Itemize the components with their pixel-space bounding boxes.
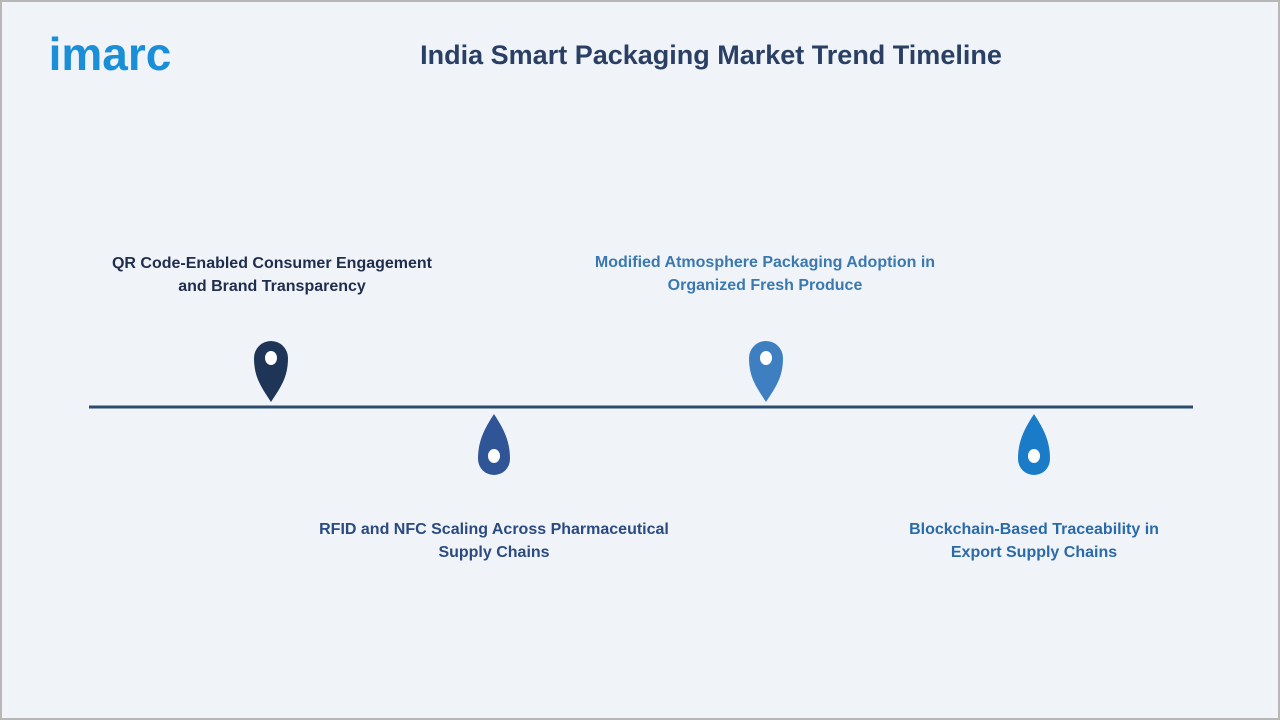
item-label: Modified Atmosphere Packaging Adoption i… bbox=[595, 254, 935, 271]
timeline-item: Blockchain-Based Traceability in Export … bbox=[909, 414, 1159, 561]
pin-hole bbox=[265, 351, 277, 365]
item-label: Supply Chains bbox=[438, 544, 549, 561]
item-label: RFID and NFC Scaling Across Pharmaceutic… bbox=[319, 521, 669, 538]
item-label: Export Supply Chains bbox=[951, 544, 1117, 561]
title: India Smart Packaging Market Trend Timel… bbox=[420, 40, 1002, 70]
item-label: Blockchain-Based Traceability in bbox=[909, 521, 1159, 538]
pin bbox=[254, 341, 288, 402]
pin-hole bbox=[488, 449, 500, 463]
pin bbox=[478, 414, 510, 475]
item-label: QR Code-Enabled Consumer Engagement bbox=[112, 255, 433, 272]
pin-hole bbox=[1028, 449, 1040, 463]
pin-hole bbox=[760, 351, 772, 365]
timeline-item: RFID and NFC Scaling Across Pharmaceutic… bbox=[319, 414, 669, 561]
item-label: and Brand Transparency bbox=[178, 278, 366, 295]
pin bbox=[749, 341, 783, 402]
pin bbox=[1018, 414, 1050, 475]
timeline-item: Modified Atmosphere Packaging Adoption i… bbox=[595, 254, 935, 402]
item-label: Organized Fresh Produce bbox=[668, 277, 863, 294]
timeline-item: QR Code-Enabled Consumer Engagement and … bbox=[112, 255, 433, 402]
logo: imarc bbox=[49, 28, 172, 80]
